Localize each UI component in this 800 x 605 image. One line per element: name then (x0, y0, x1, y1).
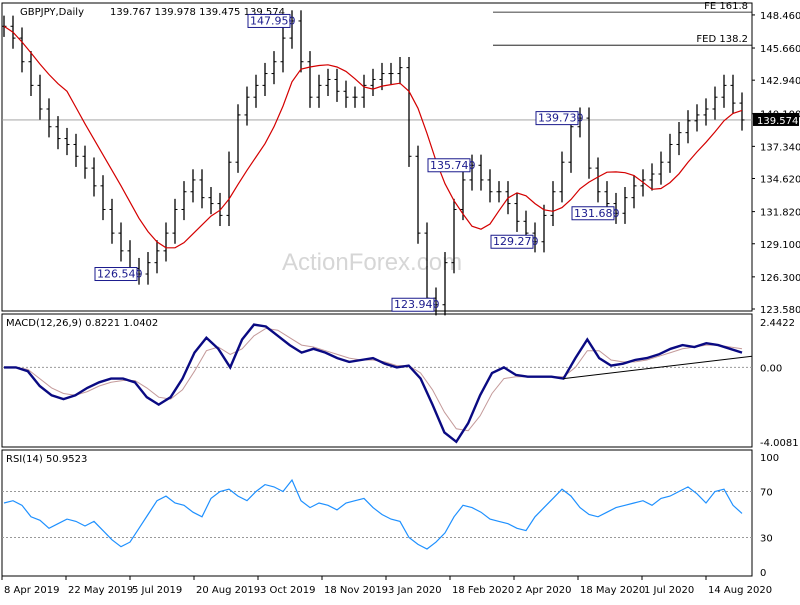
annotation-label: 126.540 (97, 268, 143, 281)
x-tick-label: 1 Jul 2020 (644, 585, 694, 596)
annotation-label: 129.270 (493, 235, 539, 248)
macd-panel (2, 314, 752, 447)
rsi-y-tick-label: 100 (760, 453, 779, 464)
x-tick-label: 14 Aug 2020 (708, 585, 772, 596)
current-price-label: 139.574 (757, 116, 798, 127)
x-tick-label: 3 Oct 2019 (260, 585, 315, 596)
price-y-tick-label: 123.580 (760, 305, 800, 316)
x-tick-label: 2 Apr 2020 (516, 585, 571, 596)
annotation-label: 147.950 (250, 14, 296, 27)
price-y-tick-label: 148.460 (760, 11, 800, 22)
annotation-label: 139.730 (538, 112, 584, 125)
macd-y-tick-label: 0.00 (760, 363, 782, 374)
annotation-label: 135.740 (430, 159, 476, 172)
fib-line-label: FED 138.2 (696, 34, 748, 45)
price-y-tick-label: 131.820 (760, 208, 800, 219)
rsi-y-tick-label: 30 (760, 534, 773, 545)
rsi-panel (2, 450, 752, 576)
fib-line-label: FE 161.8 (704, 1, 748, 12)
macd-header: MACD(12,26,9) 0.8221 1.0402 (6, 318, 158, 329)
macd-y-tick-label: -4.0081 (760, 438, 799, 449)
annotation-label: 131.680 (574, 207, 620, 220)
price-y-tick-label: 134.620 (760, 175, 800, 186)
price-y-tick-label: 142.940 (760, 76, 800, 87)
x-tick-label: 18 Feb 2020 (452, 585, 514, 596)
x-tick-label: 5 Jul 2019 (132, 585, 182, 596)
price-y-tick-label: 145.660 (760, 44, 800, 55)
price-y-tick-label: 126.300 (760, 273, 800, 284)
x-tick-label: 18 May 2020 (580, 585, 645, 596)
price-y-tick-label: 129.100 (760, 240, 800, 251)
x-tick-label: 20 Aug 2019 (196, 585, 260, 596)
x-tick-label: 8 Apr 2019 (4, 585, 59, 596)
rsi-y-tick-label: 0 (760, 568, 766, 579)
rsi-header: RSI(14) 50.9523 (6, 454, 87, 465)
macd-y-tick-label: 2.4422 (760, 318, 795, 329)
price-y-tick-label: 137.340 (760, 142, 800, 153)
annotation-label: 123.940 (394, 298, 440, 311)
x-tick-label: 22 May 2019 (68, 585, 133, 596)
rsi-y-tick-label: 70 (760, 488, 773, 499)
price-header-symbol: GBPJPY,Daily (20, 7, 84, 18)
x-tick-label: 3 Jan 2020 (388, 585, 442, 596)
watermark: ActionForex.com (282, 249, 462, 276)
x-tick-label: 18 Nov 2019 (324, 585, 388, 596)
